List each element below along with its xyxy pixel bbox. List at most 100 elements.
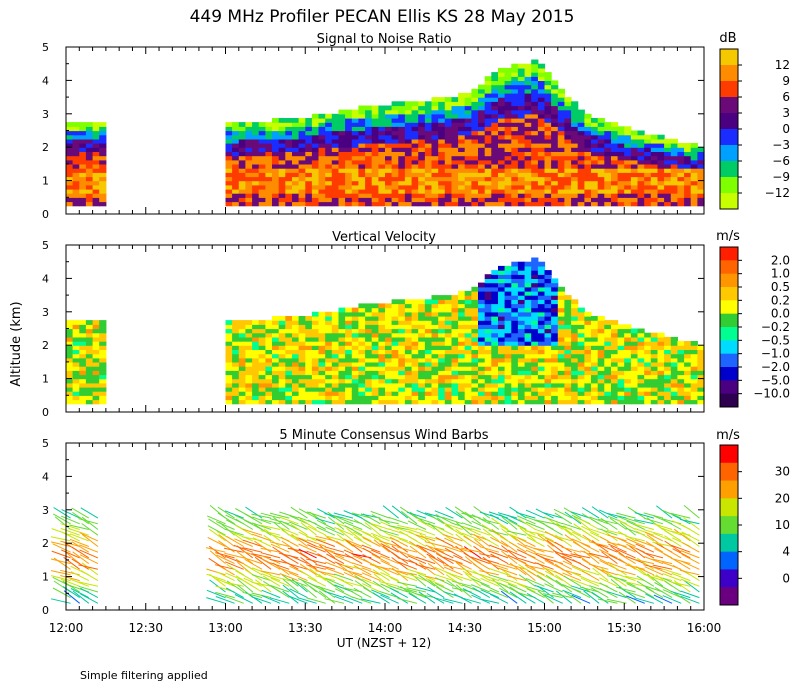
wind-barb <box>251 581 272 587</box>
wind-barb <box>543 512 563 519</box>
heatmap-cell <box>531 374 539 380</box>
heatmap-cell <box>92 147 100 152</box>
heatmap-cell <box>232 366 240 371</box>
heatmap-cell <box>498 320 506 325</box>
heatmap-cell <box>444 382 452 388</box>
heatmap-cell <box>391 143 399 148</box>
heatmap-cell <box>99 168 107 173</box>
wind-barb <box>316 508 336 519</box>
heatmap-cell <box>232 134 240 140</box>
heatmap-cell <box>398 320 406 325</box>
heatmap-cell <box>79 341 87 346</box>
heatmap-cell <box>630 341 639 346</box>
heatmap-cell <box>690 399 698 405</box>
wind-barb <box>289 588 308 599</box>
heatmap-cell <box>524 180 532 186</box>
heatmap-cell <box>371 386 379 392</box>
heatmap-cell <box>318 134 326 140</box>
heatmap-cell <box>358 357 366 363</box>
heatmap-cell <box>358 197 366 203</box>
wind-barb <box>534 584 554 593</box>
heatmap-cell <box>624 399 632 405</box>
heatmap-cell <box>498 295 506 300</box>
heatmap-cell <box>371 134 379 140</box>
heatmap-cell <box>252 374 260 380</box>
heatmap-cell <box>378 320 386 325</box>
heatmap-cell <box>564 143 572 148</box>
heatmap-cell <box>617 353 625 359</box>
wind-barb <box>80 587 99 599</box>
heatmap-cell <box>305 345 313 350</box>
heatmap-cell <box>458 357 466 363</box>
heatmap-cell <box>498 270 506 275</box>
heatmap-cell <box>411 366 419 371</box>
heatmap-cell <box>624 147 632 152</box>
wind-barb <box>662 595 682 604</box>
heatmap-cell <box>438 382 446 388</box>
heatmap-cell <box>345 180 353 186</box>
heatmap-cell <box>444 295 452 300</box>
heatmap-cell <box>258 126 266 132</box>
heatmap-cell <box>265 361 273 367</box>
heatmap-cell <box>664 155 672 161</box>
heatmap-cell <box>451 328 459 334</box>
heatmap-cell <box>418 159 426 165</box>
heatmap-cell <box>511 307 519 313</box>
heatmap-cell <box>305 366 313 371</box>
heatmap-cell <box>391 201 399 207</box>
heatmap-cell <box>664 341 672 346</box>
heatmap-cell <box>265 336 273 342</box>
heatmap-cell <box>238 155 246 161</box>
heatmap-cell <box>664 336 672 342</box>
heatmap-cell <box>378 126 386 132</box>
heatmap-cell <box>504 138 512 144</box>
heatmap-cell <box>398 303 406 309</box>
heatmap-cell <box>252 332 260 338</box>
heatmap-cell <box>331 353 339 359</box>
heatmap-cell <box>544 357 552 363</box>
heatmap-cell <box>365 336 373 342</box>
heatmap-cell <box>438 109 446 115</box>
heatmap-cell <box>245 176 253 182</box>
heatmap-cell <box>517 399 526 405</box>
heatmap-cell <box>378 328 386 334</box>
heatmap-cell <box>504 391 512 396</box>
wind-barb <box>306 558 326 565</box>
wind-barb <box>315 545 336 553</box>
heatmap-cell <box>331 155 339 161</box>
y-tick-label: 5 <box>42 239 49 252</box>
heatmap-cell <box>557 126 565 132</box>
heatmap-cell <box>524 366 532 371</box>
heatmap-cell <box>478 303 486 309</box>
heatmap-cell <box>670 357 678 363</box>
heatmap-cell <box>79 159 87 165</box>
heatmap-cell <box>511 97 519 102</box>
heatmap-cell <box>637 345 645 350</box>
wind-barb <box>524 530 545 536</box>
colorbar-swatch <box>720 498 738 517</box>
wind-barb <box>279 527 299 536</box>
heatmap-cell <box>464 193 472 198</box>
heatmap-cell <box>431 386 439 392</box>
heatmap-cell <box>491 126 499 132</box>
heatmap-cell <box>524 341 532 346</box>
heatmap-cell <box>557 147 565 152</box>
heatmap-cell <box>524 353 532 359</box>
y-tick-label: 4 <box>42 272 49 285</box>
wind-barb <box>390 592 409 604</box>
heatmap-cell <box>285 155 293 161</box>
heatmap-cell <box>252 324 260 330</box>
heatmap-cell <box>557 290 565 296</box>
heatmap-cell <box>517 332 526 338</box>
heatmap-cell <box>451 159 459 165</box>
heatmap-cell <box>385 176 393 182</box>
heatmap-cell <box>604 386 612 392</box>
heatmap-cell <box>444 391 452 396</box>
heatmap-cell <box>524 386 532 392</box>
heatmap-cell <box>471 172 479 178</box>
wind-barb <box>597 518 618 525</box>
heatmap-cell <box>617 374 625 380</box>
heatmap-cell <box>458 155 466 161</box>
heatmap-cell <box>451 193 459 198</box>
heatmap-cell <box>630 193 639 198</box>
